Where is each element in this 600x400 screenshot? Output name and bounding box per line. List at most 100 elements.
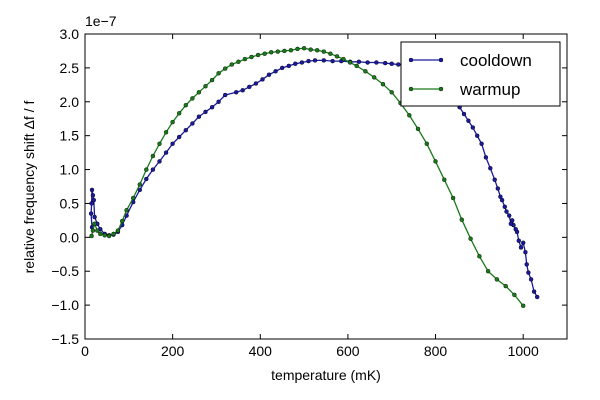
- data-point-cooldown: [499, 197, 505, 203]
- data-point-warmup: [203, 83, 208, 89]
- y-tick-label: 2.0: [60, 94, 80, 110]
- data-point-warmup: [301, 46, 307, 51]
- data-point-cooldown: [389, 61, 394, 66]
- data-point-cooldown: [470, 125, 475, 130]
- y-tick-label: 0.0: [60, 229, 80, 245]
- data-point-cooldown: [518, 245, 524, 250]
- y-tick-label: 1.5: [60, 128, 80, 144]
- data-point-cooldown: [528, 277, 534, 282]
- data-point-cooldown: [535, 294, 540, 300]
- data-point-cooldown: [293, 61, 298, 66]
- data-point-cooldown: [190, 121, 195, 126]
- data-point-warmup: [163, 130, 169, 135]
- legend-swatch-marker: [438, 86, 444, 92]
- data-point-warmup: [176, 111, 182, 116]
- data-point-warmup: [170, 119, 175, 125]
- data-point-cooldown: [330, 58, 335, 64]
- data-point-warmup: [255, 52, 261, 58]
- data-point-warmup: [372, 75, 377, 80]
- data-point-warmup: [459, 217, 464, 222]
- data-point-warmup: [183, 102, 189, 108]
- x-tick-label: 800: [424, 343, 448, 359]
- data-point-warmup: [209, 77, 215, 83]
- data-point-warmup: [315, 48, 320, 53]
- data-point-cooldown: [203, 109, 208, 115]
- data-point-warmup: [111, 231, 116, 237]
- data-point-warmup: [485, 269, 491, 274]
- data-point-warmup: [90, 228, 96, 233]
- data-point-warmup: [282, 48, 287, 54]
- data-point-cooldown: [150, 167, 156, 172]
- data-point-warmup: [321, 49, 326, 54]
- series-layer: [88, 46, 540, 308]
- y-axis: −1.5 −1.0 −0.5 0.0 0.5 1.0 1.5 2.0 2.5 3.0: [51, 26, 567, 347]
- data-point-warmup: [124, 207, 129, 213]
- y-tick-label: −1.0: [51, 297, 79, 313]
- data-point-cooldown: [516, 238, 521, 243]
- data-point-cooldown: [89, 187, 95, 193]
- legend-swatch-marker: [408, 86, 414, 92]
- data-point-cooldown: [461, 111, 467, 117]
- data-point-cooldown: [513, 226, 518, 232]
- data-point-warmup: [157, 141, 162, 147]
- x-tick-label: 200: [161, 343, 185, 359]
- data-point-cooldown: [524, 262, 529, 267]
- data-point-warmup: [503, 283, 508, 289]
- data-point-cooldown: [483, 155, 489, 160]
- data-point-warmup: [229, 62, 235, 67]
- data-point-warmup: [98, 231, 103, 237]
- data-point-warmup: [494, 277, 500, 282]
- x-axis: 0 200 400 600 800 1000: [81, 34, 539, 359]
- data-point-cooldown: [280, 65, 285, 71]
- data-point-warmup: [130, 195, 136, 201]
- data-point-cooldown: [365, 60, 370, 65]
- y-tick-label: −0.5: [51, 263, 79, 279]
- legend-label: cooldown: [460, 51, 532, 70]
- data-point-cooldown: [144, 176, 149, 182]
- data-point-cooldown: [253, 81, 259, 86]
- data-point-cooldown: [383, 60, 388, 66]
- y-axis-label: relative frequency shift Δf / f: [21, 101, 37, 274]
- data-point-cooldown: [273, 69, 278, 74]
- data-point-warmup: [144, 167, 149, 172]
- series-warmup: [89, 46, 526, 308]
- data-point-cooldown: [507, 213, 512, 218]
- y-tick-label: 1.0: [60, 162, 80, 178]
- data-point-warmup: [288, 48, 294, 53]
- y-tick-label: 2.5: [60, 60, 80, 76]
- data-point-warmup: [468, 236, 473, 241]
- data-point-warmup: [92, 221, 97, 227]
- data-point-warmup: [328, 51, 333, 56]
- legend-item-cooldown: cooldown: [408, 51, 532, 70]
- data-point-warmup: [477, 254, 482, 259]
- data-point-cooldown: [233, 90, 239, 95]
- data-point-cooldown: [183, 127, 189, 133]
- data-point-warmup: [380, 81, 386, 87]
- data-point-warmup: [95, 228, 100, 233]
- data-point-cooldown: [90, 193, 96, 198]
- data-point-warmup: [295, 46, 300, 52]
- data-point-cooldown: [196, 114, 202, 119]
- data-point-cooldown: [531, 289, 537, 294]
- data-point-cooldown: [495, 186, 500, 191]
- data-point-warmup: [242, 56, 248, 62]
- data-point-cooldown: [306, 58, 311, 64]
- data-point-cooldown: [92, 214, 97, 220]
- data-point-warmup: [347, 60, 353, 65]
- data-point-warmup: [415, 126, 421, 132]
- data-point-warmup: [334, 54, 340, 59]
- data-point-warmup: [354, 63, 359, 69]
- data-point-cooldown: [475, 133, 480, 138]
- data-point-cooldown: [157, 159, 162, 164]
- legend-swatch-marker: [438, 57, 444, 63]
- x-tick-label: 600: [336, 343, 360, 359]
- data-point-warmup: [196, 90, 202, 95]
- x-tick-label: 0: [81, 343, 89, 359]
- data-point-cooldown: [466, 118, 471, 124]
- data-point-cooldown: [222, 92, 228, 98]
- data-point-warmup: [407, 113, 412, 118]
- data-point-cooldown: [312, 58, 318, 63]
- legend: cooldown warmup: [400, 41, 561, 107]
- data-point-cooldown: [502, 204, 507, 210]
